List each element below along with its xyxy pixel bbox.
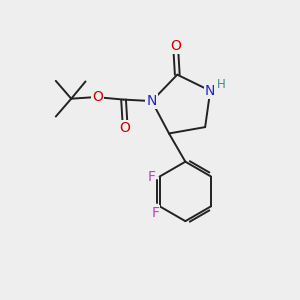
Text: O: O: [92, 90, 103, 104]
Text: F: F: [147, 169, 155, 184]
Text: F: F: [151, 206, 159, 220]
Text: N: N: [147, 94, 157, 108]
Text: O: O: [120, 121, 130, 135]
Text: N: N: [205, 84, 215, 98]
Text: O: O: [170, 39, 181, 53]
Text: H: H: [217, 78, 226, 91]
